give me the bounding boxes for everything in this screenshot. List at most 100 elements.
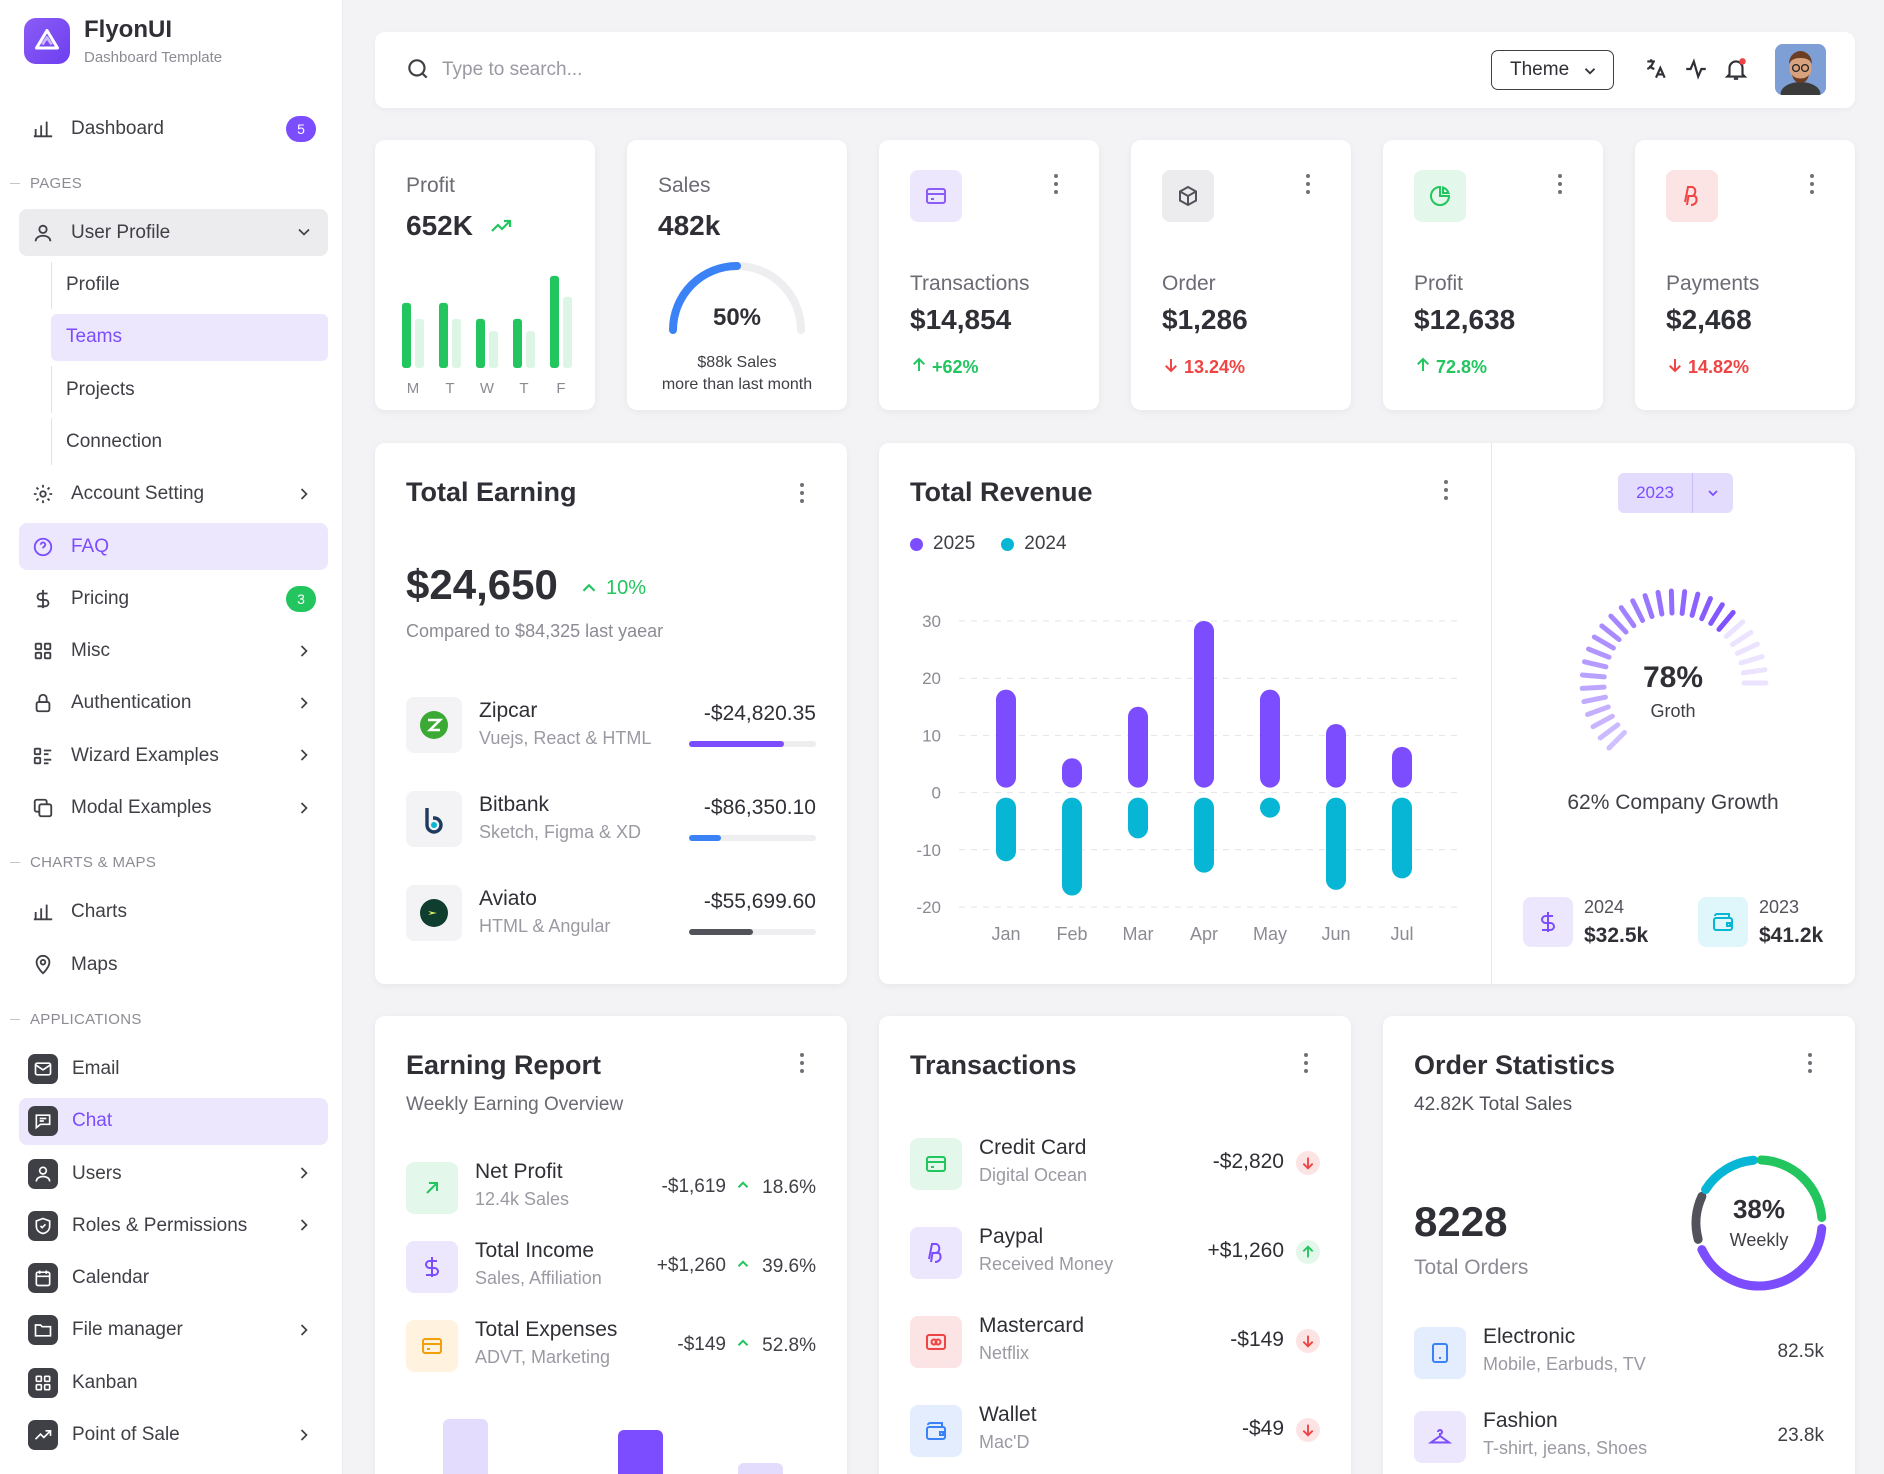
theme-label: Theme	[1510, 59, 1570, 80]
chevron-right-icon	[294, 693, 314, 719]
bar-2024[interactable]	[1062, 797, 1082, 896]
sidebar-item-point-of-sale[interactable]: Point of Sale	[19, 1412, 328, 1459]
bar-2025[interactable]	[1392, 746, 1412, 788]
bell-icon[interactable]	[1723, 56, 1749, 88]
sidebar-item-chat[interactable]: Chat	[19, 1097, 328, 1145]
chevron-right-icon	[294, 641, 314, 667]
shield-check-icon	[28, 1210, 58, 1241]
sidebar-item-roles-permissions[interactable]: Roles & Permissions	[19, 1202, 328, 1249]
report-item[interactable]: Total Income Sales, Affiliation	[475, 1239, 602, 1289]
bar-2024[interactable]	[1194, 797, 1214, 873]
sidebar-subitem-profile[interactable]: Profile	[51, 261, 328, 309]
bar-2024[interactable]	[996, 797, 1016, 862]
bar-2025[interactable]	[1062, 758, 1082, 788]
sidebar-subitem-connection[interactable]: Connection	[51, 418, 328, 466]
chevron-down-icon	[1693, 485, 1733, 501]
sidebar-subitem-projects[interactable]: Projects	[51, 366, 328, 414]
more-vertical-icon[interactable]	[1558, 174, 1564, 194]
report-item-change: 39.6%	[734, 1255, 816, 1279]
arrow-up-right-icon	[406, 1162, 458, 1214]
sidebar-item-dashboard[interactable]: Dashboard 5	[19, 105, 328, 152]
order-category-item[interactable]: Electronic Mobile, Earbuds, TV	[1483, 1325, 1646, 1375]
bar-2025[interactable]	[1194, 621, 1214, 788]
sidebar-item-kanban[interactable]: Kanban	[19, 1359, 328, 1406]
more-vertical-icon[interactable]	[1810, 174, 1816, 194]
earning-item-sub: Sketch, Figma & XD	[479, 822, 642, 842]
sidebar-item-authentication[interactable]: Authentication	[19, 680, 328, 727]
transaction-item[interactable]: Wallet Mac'D	[979, 1403, 1037, 1453]
bar-2024[interactable]	[1260, 797, 1280, 818]
sidebar-item-account-setting[interactable]: Account Setting	[19, 471, 328, 518]
activity-icon[interactable]	[1683, 56, 1709, 88]
bar-2024[interactable]	[1392, 797, 1412, 879]
legend-item[interactable]: 2024	[1001, 533, 1067, 555]
x-tick-label: Jun	[1321, 924, 1350, 944]
search-input[interactable]	[442, 50, 942, 90]
day-label: F	[556, 380, 566, 397]
report-item-change-value: 39.6%	[762, 1256, 816, 1277]
earning-progress-fill	[689, 929, 753, 935]
sidebar-item-calendar[interactable]: Calendar	[19, 1255, 328, 1302]
stat-delta: +62%	[910, 356, 979, 379]
sidebar-item-file-manager[interactable]: File manager	[19, 1307, 328, 1354]
earning-item[interactable]: Bitbank Sketch, Figma & XD	[479, 793, 641, 843]
sidebar-item-email[interactable]: Email	[19, 1045, 328, 1092]
theme-dropdown[interactable]: Theme	[1491, 50, 1614, 90]
sidebar-subitem-teams[interactable]: Teams	[51, 313, 328, 361]
chevron-right-icon	[294, 1163, 314, 1189]
legend-swatch	[910, 537, 923, 551]
legend-item[interactable]: 2025	[910, 533, 975, 555]
sidebar-item-label: File manager	[72, 1319, 183, 1341]
sidebar-item-users[interactable]: Users	[19, 1150, 328, 1197]
bar-2024[interactable]	[1128, 797, 1148, 839]
avatar[interactable]	[1775, 44, 1826, 95]
order-category-value: 82.5k	[1777, 1341, 1824, 1362]
section-charts-maps: CHARTS & MAPS	[0, 837, 328, 889]
sidebar-item-faq[interactable]: FAQ	[19, 523, 328, 571]
transaction-item[interactable]: Paypal Received Money	[979, 1225, 1113, 1275]
bar-2024[interactable]	[1326, 797, 1346, 890]
search-icon[interactable]	[405, 56, 431, 88]
bar-2025[interactable]	[1326, 723, 1346, 788]
sidebar-item-modal-examples[interactable]: Modal Examples	[19, 785, 328, 832]
sidebar-item-user-profile[interactable]: User Profile	[19, 209, 328, 257]
report-item-change-value: 18.6%	[762, 1177, 816, 1198]
year-select[interactable]: 2023	[1618, 473, 1733, 513]
earning-item[interactable]: Zipcar Vuejs, React & HTML	[479, 699, 651, 749]
earning-item-sub: Vuejs, React & HTML	[479, 728, 652, 748]
stat-card: Payments $2,468 14.82%	[1635, 140, 1855, 410]
order-category-item[interactable]: Fashion T-shirt, jeans, Shoes	[1483, 1409, 1647, 1459]
language-icon[interactable]	[1643, 56, 1669, 88]
more-vertical-icon[interactable]	[800, 483, 806, 503]
more-vertical-icon[interactable]	[1444, 480, 1450, 500]
more-vertical-icon[interactable]	[1054, 174, 1060, 194]
bar-2025[interactable]	[996, 689, 1016, 788]
earning-mini-bar-chart	[443, 1419, 783, 1474]
transaction-item[interactable]: Mastercard Netflix	[979, 1314, 1084, 1364]
earning-item[interactable]: Aviato HTML & Angular	[479, 887, 610, 937]
sidebar-item-pricing[interactable]: Pricing 3	[19, 575, 328, 622]
total-revenue-title: Total Revenue	[910, 477, 1093, 507]
sidebar-item-misc[interactable]: Misc	[19, 628, 328, 675]
summary-year: 2023	[1759, 897, 1800, 917]
transaction-sub: Netflix	[979, 1343, 1030, 1363]
order-category-name: Fashion	[1483, 1409, 1558, 1432]
report-item[interactable]: Total Expenses ADVT, Marketing	[475, 1318, 617, 1368]
brand[interactable]: FlyonUI Dashboard Template	[24, 16, 222, 66]
earning-progress	[689, 741, 816, 747]
sidebar-item-charts[interactable]: Charts	[19, 889, 328, 936]
more-vertical-icon[interactable]	[1304, 1053, 1310, 1073]
chevron-up-icon	[734, 1255, 752, 1279]
order-total-label: Total Orders	[1414, 1256, 1529, 1279]
more-vertical-icon[interactable]	[1306, 174, 1312, 194]
sidebar-item-maps[interactable]: Maps	[19, 941, 328, 988]
bar-2025[interactable]	[1128, 706, 1148, 788]
transaction-amount: -$49	[1241, 1417, 1284, 1440]
transaction-item[interactable]: Credit Card Digital Ocean	[979, 1136, 1087, 1186]
sidebar-item-wizard-examples[interactable]: Wizard Examples	[19, 732, 328, 779]
more-vertical-icon[interactable]	[1808, 1053, 1814, 1073]
more-vertical-icon[interactable]	[800, 1053, 806, 1073]
bar-2025[interactable]	[1260, 689, 1280, 788]
gauge-tick	[1581, 659, 1609, 670]
report-item[interactable]: Net Profit 12.4k Sales	[475, 1160, 569, 1210]
